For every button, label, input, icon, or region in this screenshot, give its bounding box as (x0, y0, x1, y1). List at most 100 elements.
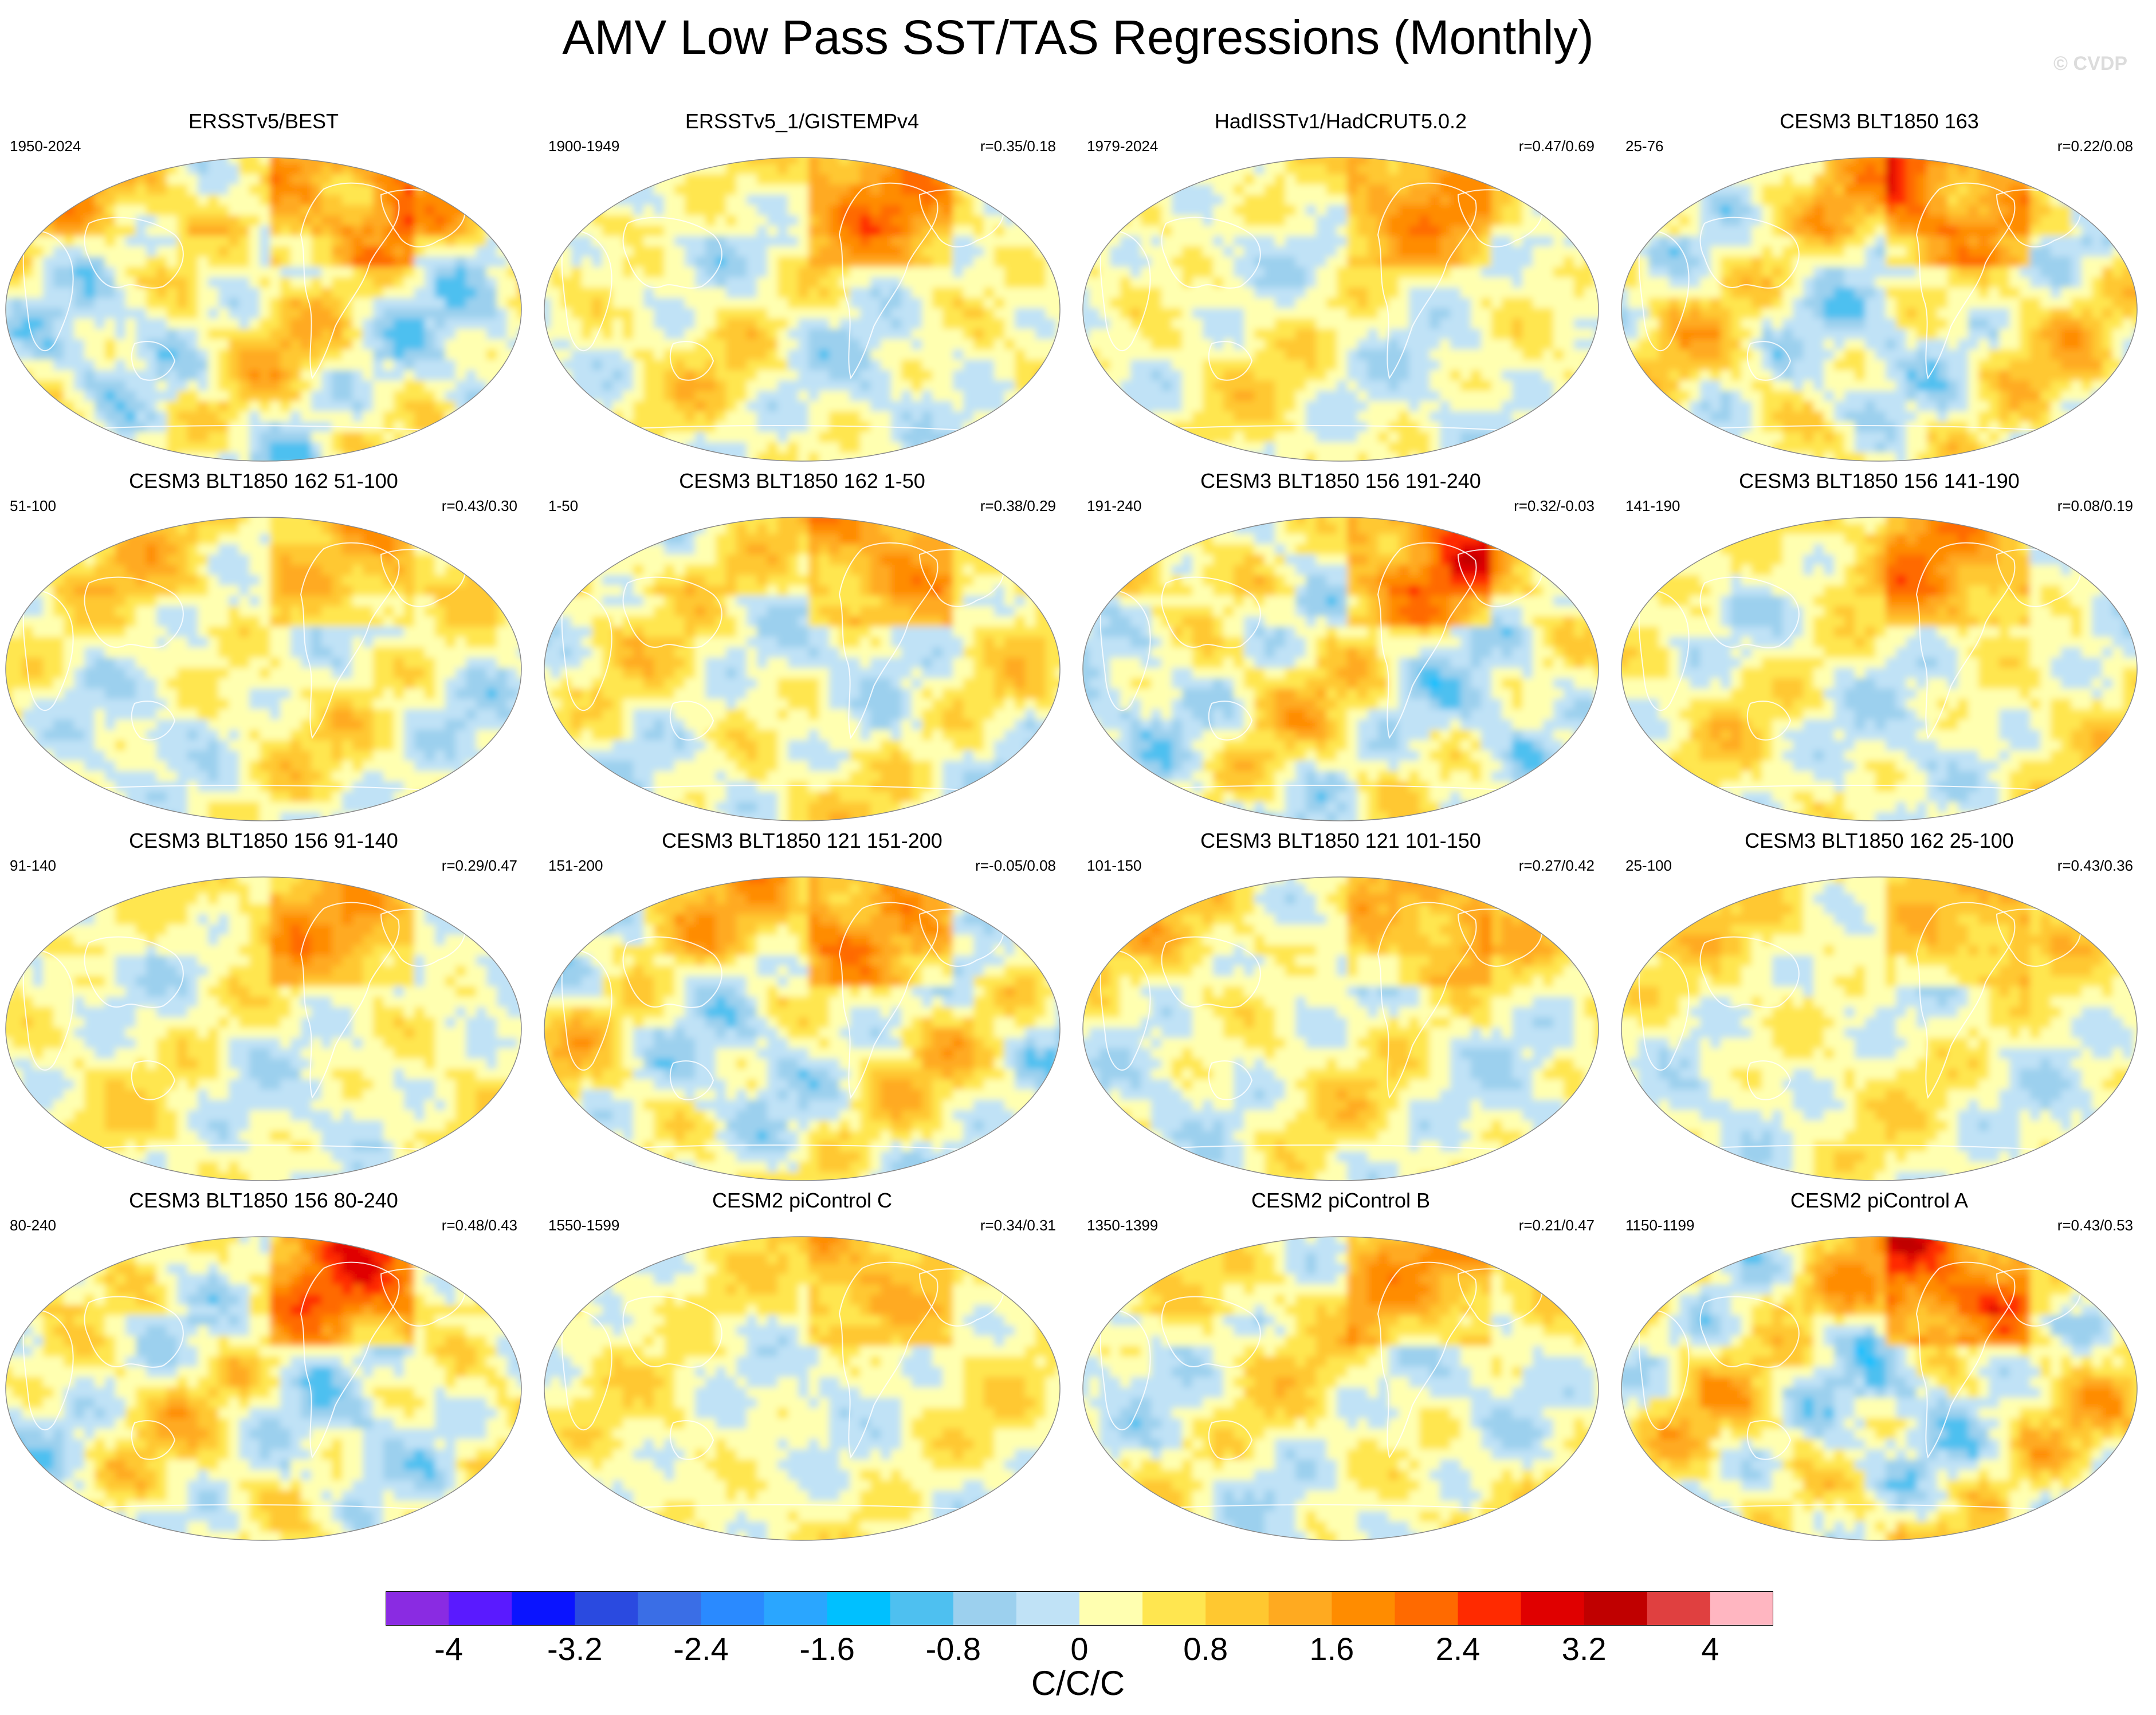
map-panel: CESM3 BLT1850 156 80-240 80-240 r=0.48/0.4… (3, 1188, 524, 1543)
panel-years: 1950-2024 (10, 137, 81, 155)
colorbar (386, 1591, 1773, 1626)
map-panel: CESM3 BLT1850 156 141-190 141-190 r=0.08/0… (1619, 469, 2140, 824)
panel-years: 80-240 (10, 1217, 56, 1234)
map-panel: CESM3 BLT1850 162 25-100 25-100 r=0.43/0.3… (1619, 828, 2140, 1183)
colorbar-swatch (1205, 1591, 1269, 1626)
regression-map (5, 876, 522, 1181)
colorbar-tick-label: 1.6 (1309, 1630, 1354, 1667)
map-panel: CESM3 BLT1850 162 51-100 51-100 r=0.43/0.3… (3, 469, 524, 824)
colorbar-swatch (1710, 1591, 1773, 1626)
panel-title: ERSSTv5_1/GISTEMPv4 (541, 109, 1063, 134)
panel-years: 1150-1199 (1625, 1217, 1694, 1234)
map-panel: CESM2 piControl A 1150-1199 r=0.43/0.53 (1619, 1188, 2140, 1543)
map-panel: CESM3 BLT1850 121 101-150 101-150 r=0.27/0… (1080, 828, 1601, 1183)
regression-map (1621, 517, 2138, 821)
panel-correlation: r=-0.05/0.08 (975, 857, 1056, 875)
panel-title: CESM2 piControl C (541, 1188, 1063, 1213)
panel-years: 25-100 (1625, 857, 1672, 875)
panel-years: 51-100 (10, 497, 56, 515)
panel-title: CESM2 piControl A (1619, 1188, 2140, 1213)
panel-correlation: r=0.29/0.47 (442, 857, 517, 875)
panel-correlation: r=0.43/0.53 (2057, 1217, 2133, 1234)
panel-correlation: r=0.38/0.29 (980, 497, 1056, 515)
colorbar-tick-label: -0.8 (926, 1630, 981, 1667)
colorbar-swatch (1647, 1591, 1711, 1626)
map-panel: CESM2 piControl C 1550-1599 r=0.34/0.31 (541, 1188, 1063, 1543)
regression-map (544, 517, 1061, 821)
panel-years: 1979-2024 (1087, 137, 1158, 155)
colorbar-tick-label: 0 (1070, 1630, 1088, 1667)
panel-correlation: r=0.21/0.47 (1519, 1217, 1595, 1234)
panel-title: CESM2 piControl B (1080, 1188, 1601, 1213)
panel-years: 191-240 (1087, 497, 1141, 515)
colorbar-swatch (764, 1591, 828, 1626)
colorbar-swatch (1079, 1591, 1143, 1626)
panel-correlation: r=0.34/0.31 (980, 1217, 1056, 1234)
map-panel: CESM3 BLT1850 156 191-240 191-240 r=0.32/-… (1080, 469, 1601, 824)
panel-correlation: r=0.48/0.43 (442, 1217, 517, 1234)
panel-title: CESM3 BLT1850 163 (1619, 109, 2140, 134)
colorbar-tick-label: 4 (1701, 1630, 1719, 1667)
panel-years: 151-200 (548, 857, 603, 875)
colorbar-swatch (827, 1591, 891, 1626)
colorbar-swatch (575, 1591, 638, 1626)
panel-years: 141-190 (1625, 497, 1680, 515)
panel-correlation: r=0.43/0.30 (442, 497, 517, 515)
panel-correlation: r=0.35/0.18 (980, 137, 1056, 155)
panel-title: CESM3 BLT1850 162 25-100 (1619, 828, 2140, 853)
colorbar-swatch (1142, 1591, 1206, 1626)
panel-title: CESM3 BLT1850 156 141-190 (1619, 469, 2140, 494)
map-panel: HadISSTv1/HadCRUT5.0.2 1979-2024 r=0.47/0.… (1080, 109, 1601, 464)
map-panel: CESM3 BLT1850 156 91-140 91-140 r=0.29/0.4… (3, 828, 524, 1183)
regression-map (544, 1236, 1061, 1541)
colorbar-tick-label: -2.4 (673, 1630, 729, 1667)
map-panel: ERSSTv5_1/GISTEMPv4 1900-1949 r=0.35/0.18 (541, 109, 1063, 464)
map-panel: CESM3 BLT1850 163 25-76 r=0.22/0.08 (1619, 109, 2140, 464)
map-panel: CESM3 BLT1850 162 1-50 1-50 r=0.38/0.29 (541, 469, 1063, 824)
regression-map (1082, 157, 1599, 462)
panel-years: 1-50 (548, 497, 578, 515)
panel-title: ERSSTv5/BEST (3, 109, 524, 134)
colorbar-swatch (1016, 1591, 1080, 1626)
colorbar-swatch (890, 1591, 954, 1626)
panel-title: CESM3 BLT1850 121 101-150 (1080, 828, 1601, 853)
colorbar-swatch (953, 1591, 1017, 1626)
panel-title: HadISSTv1/HadCRUT5.0.2 (1080, 109, 1601, 134)
panel-correlation: r=0.32/-0.03 (1514, 497, 1595, 515)
panel-correlation: r=0.43/0.36 (2057, 857, 2133, 875)
colorbar-swatch (1332, 1591, 1395, 1626)
colorbar-swatch (1521, 1591, 1585, 1626)
colorbar-swatch (512, 1591, 575, 1626)
regression-map (544, 876, 1061, 1181)
panel-years: 1900-1949 (548, 137, 619, 155)
map-panel: CESM3 BLT1850 121 151-200 151-200 r=-0.05/… (541, 828, 1063, 1183)
colorbar-swatch (1395, 1591, 1459, 1626)
map-panel: ERSSTv5/BEST 1950-2024 (3, 109, 524, 464)
regression-map (1621, 1236, 2138, 1541)
regression-map (5, 517, 522, 821)
colorbar-swatch (1458, 1591, 1522, 1626)
panel-title: CESM3 BLT1850 156 80-240 (3, 1188, 524, 1213)
regression-map (5, 157, 522, 462)
panel-title: CESM3 BLT1850 121 151-200 (541, 828, 1063, 853)
panel-correlation: r=0.27/0.42 (1519, 857, 1595, 875)
panel-years: 91-140 (10, 857, 56, 875)
colorbar-swatch (638, 1591, 701, 1626)
panel-years: 1550-1599 (548, 1217, 619, 1234)
colorbar-swatch (449, 1591, 512, 1626)
colorbar-tick-label: 2.4 (1436, 1630, 1480, 1667)
colorbar-units-label: C/C/C (0, 1663, 2156, 1703)
regression-map (544, 157, 1061, 462)
colorbar-swatch (1269, 1591, 1332, 1626)
regression-map (1082, 1236, 1599, 1541)
panel-correlation: r=0.08/0.19 (2057, 497, 2133, 515)
colorbar-swatch (386, 1591, 449, 1626)
panel-years: 101-150 (1087, 857, 1141, 875)
colorbar-tick-label: -1.6 (799, 1630, 855, 1667)
regression-map (1621, 157, 2138, 462)
regression-map (1082, 517, 1599, 821)
colorbar-tick-label: -4 (434, 1630, 463, 1667)
cvdp-watermark: © CVDP (2053, 53, 2127, 75)
panel-title: CESM3 BLT1850 156 191-240 (1080, 469, 1601, 494)
figure-title: AMV Low Pass SST/TAS Regressions (Monthl… (0, 6, 2156, 69)
